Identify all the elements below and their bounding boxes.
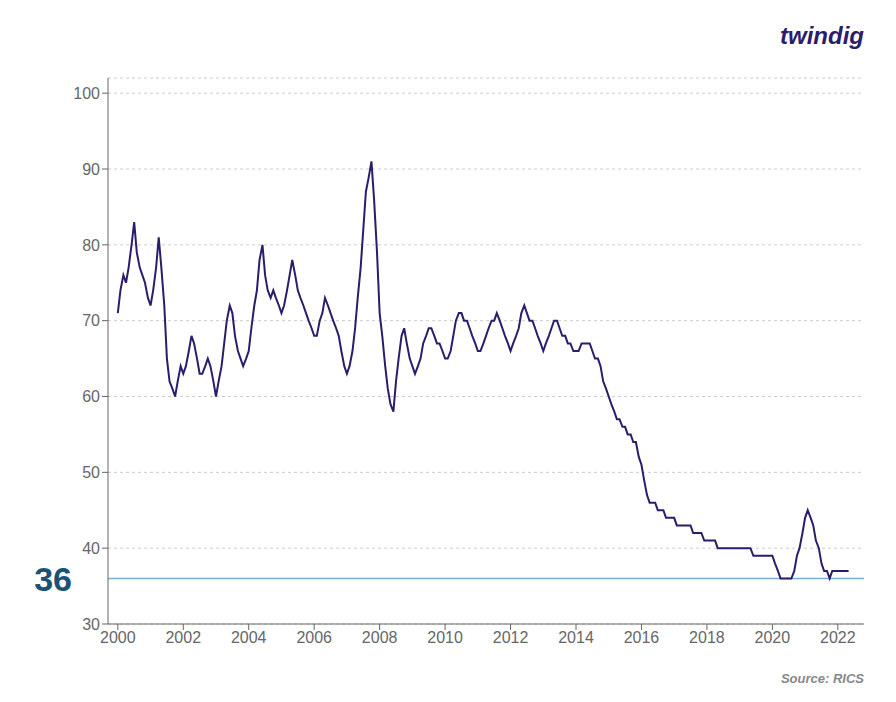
svg-text:2008: 2008 (362, 629, 398, 646)
svg-text:2002: 2002 (165, 629, 201, 646)
svg-text:80: 80 (82, 237, 100, 254)
svg-text:60: 60 (82, 388, 100, 405)
svg-text:2016: 2016 (624, 629, 660, 646)
svg-text:2020: 2020 (755, 629, 791, 646)
svg-text:90: 90 (82, 161, 100, 178)
svg-text:2000: 2000 (100, 629, 136, 646)
svg-text:70: 70 (82, 312, 100, 329)
html-text:Source: RICS: Source: RICS (780, 671, 864, 686)
svg-text:30: 30 (82, 616, 100, 633)
svg-text:50: 50 (82, 464, 100, 481)
svg-text:2022: 2022 (820, 629, 856, 646)
svg-text:40: 40 (82, 540, 100, 557)
svg-text:2014: 2014 (558, 629, 594, 646)
svg-text:2006: 2006 (296, 629, 332, 646)
svg-text:2010: 2010 (427, 629, 463, 646)
svg-text:2018: 2018 (689, 629, 725, 646)
svg-text:100: 100 (73, 85, 100, 102)
svg-text:36: 36 (34, 560, 72, 598)
html-text:twindig: twindig (780, 22, 864, 49)
svg-text:2004: 2004 (231, 629, 267, 646)
svg-text:2012: 2012 (493, 629, 529, 646)
